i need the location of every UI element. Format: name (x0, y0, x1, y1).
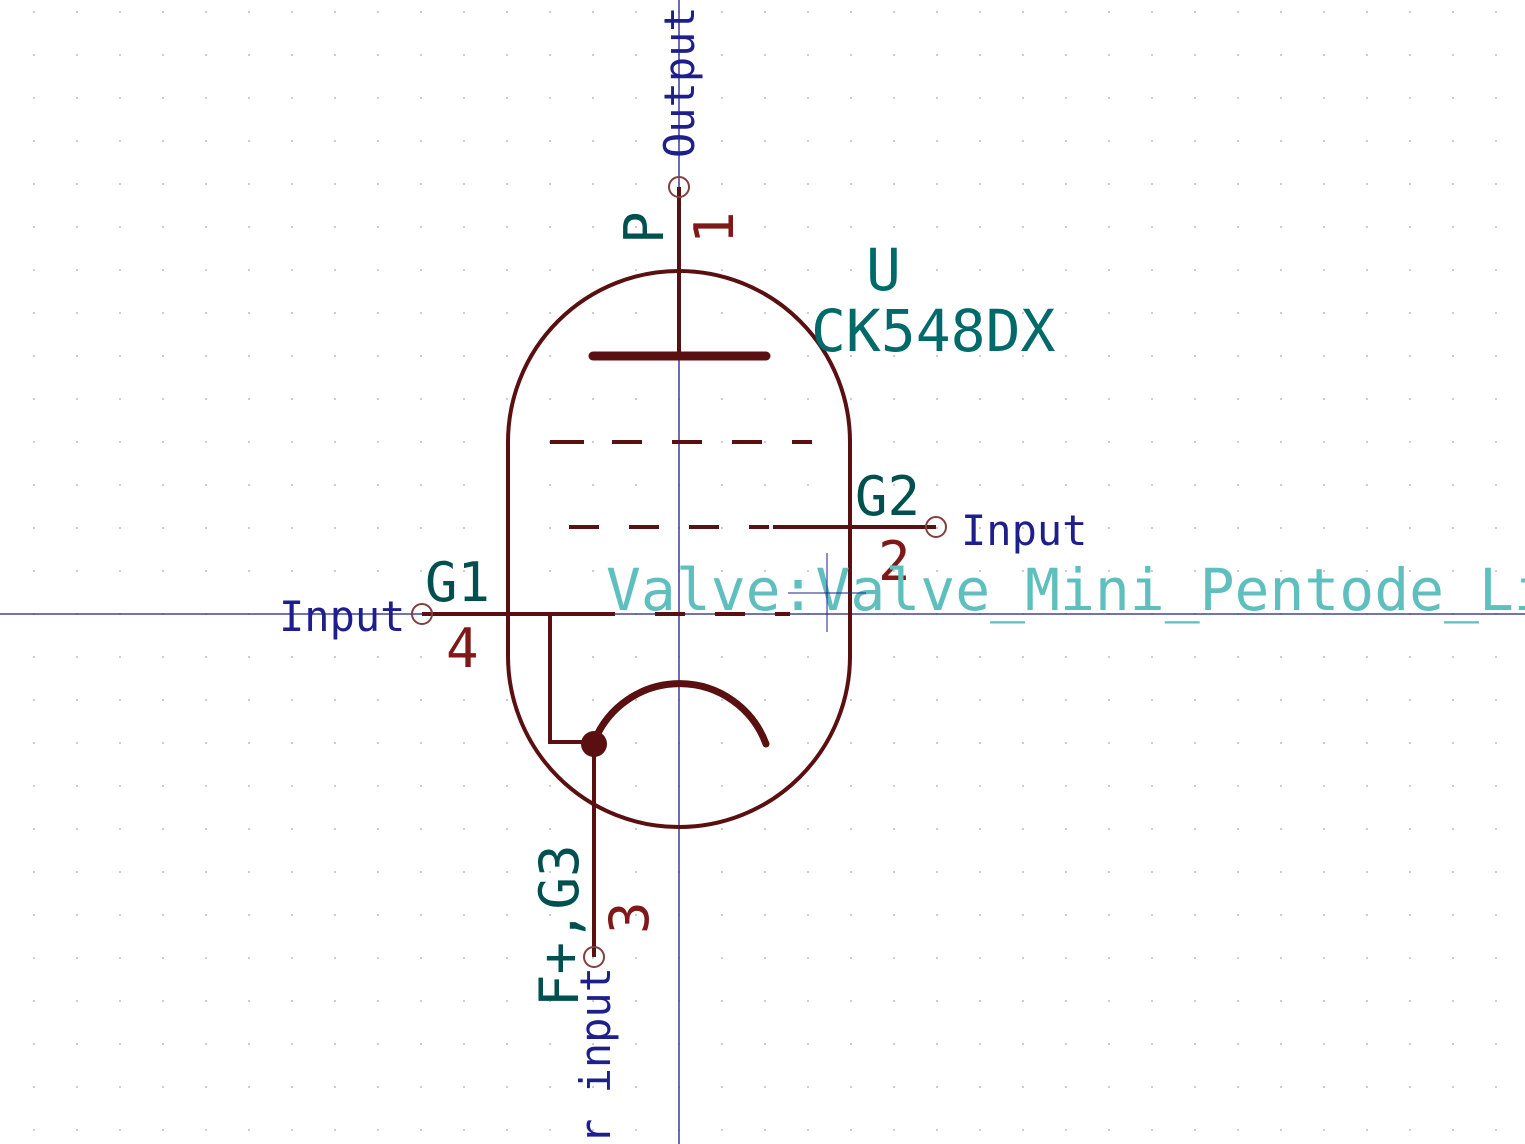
pin-3-connection[interactable] (583, 946, 605, 968)
pin-3-name: F+,G3 (528, 844, 591, 1007)
filament-arc (590, 680, 770, 748)
pin-2-type: Input (961, 506, 1087, 555)
tube-envelope[interactable] (506, 269, 852, 829)
footprint-field[interactable]: Valve:Valve_Mini_Pentode_Lin (606, 556, 1525, 624)
pin-1-number: 1 (683, 211, 746, 244)
pin-3-type: r input (571, 967, 620, 1144)
pin-2-connection[interactable] (925, 516, 947, 538)
pin-3-number: 3 (598, 901, 661, 934)
pin-4-connection[interactable] (411, 603, 433, 625)
grid-g3-frame (548, 614, 594, 744)
reference-designator[interactable]: U (866, 236, 901, 304)
pin-4-type: Input (279, 592, 405, 641)
pin-4-number: 4 (446, 617, 479, 680)
pin-2-number: 2 (878, 530, 911, 593)
pin-2-name: G2 (855, 465, 920, 528)
symbol-value[interactable]: CK548DX (811, 297, 1056, 365)
pin-1-type: Output (655, 6, 704, 158)
pin-4-name: G1 (425, 551, 490, 614)
pin-1-name: P (613, 211, 676, 244)
pin-1-connection[interactable] (668, 176, 690, 198)
